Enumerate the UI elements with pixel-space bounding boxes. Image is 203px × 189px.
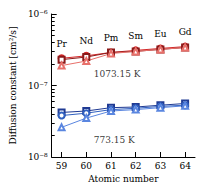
- svg-text:Diffusion constant [cm²/s]: Diffusion constant [cm²/s]: [8, 27, 18, 145]
- svg-text:Gd: Gd: [179, 27, 192, 37]
- svg-text:10⁻⁶: 10⁻⁶: [28, 9, 48, 19]
- svg-text:10⁻⁷: 10⁻⁷: [28, 81, 48, 91]
- svg-text:Eu: Eu: [154, 29, 167, 39]
- svg-text:1073.15 K: 1073.15 K: [94, 69, 141, 79]
- svg-text:10⁻⁸: 10⁻⁸: [28, 152, 48, 162]
- svg-text:773.15 K: 773.15 K: [94, 135, 135, 145]
- svg-text:59: 59: [56, 161, 68, 171]
- svg-text:Atomic number: Atomic number: [87, 174, 159, 184]
- svg-text:60: 60: [81, 161, 93, 171]
- svg-text:Pm: Pm: [104, 33, 119, 43]
- svg-text:64: 64: [179, 161, 191, 171]
- svg-text:63: 63: [155, 161, 167, 171]
- svg-text:61: 61: [105, 161, 116, 171]
- svg-text:Nd: Nd: [79, 36, 93, 46]
- svg-text:Pr: Pr: [56, 39, 67, 49]
- svg-text:Sm: Sm: [128, 31, 143, 41]
- svg-text:62: 62: [130, 161, 141, 171]
